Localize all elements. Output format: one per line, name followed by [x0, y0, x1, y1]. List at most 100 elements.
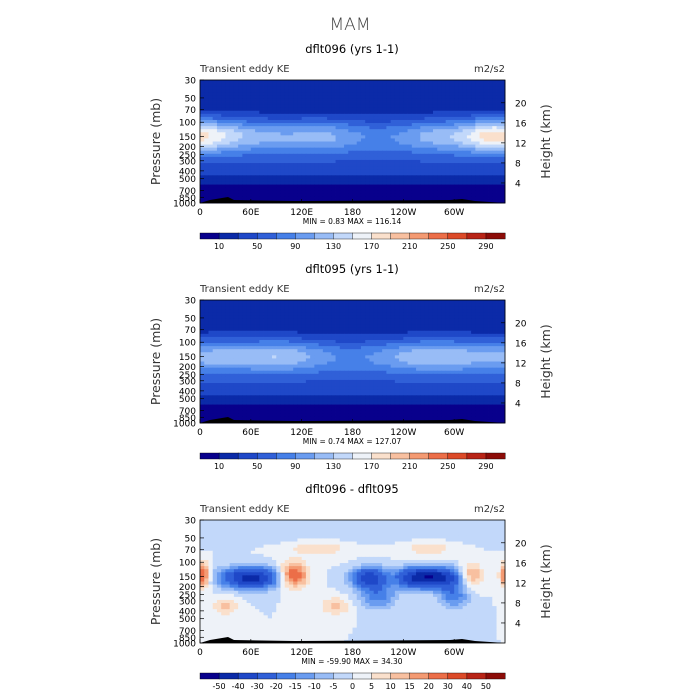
heatmap-cell — [288, 339, 294, 344]
heatmap-cell — [255, 169, 260, 173]
heatmap-cell — [382, 83, 387, 87]
heatmap-cell — [365, 159, 370, 164]
heatmap-cell — [437, 110, 442, 115]
heatmap-cell — [272, 306, 277, 310]
heatmap-cell — [386, 312, 392, 316]
heatmap-cell — [492, 104, 497, 109]
heatmap-cell — [225, 129, 231, 133]
heatmap-cell — [360, 349, 366, 353]
heatmap-cell — [471, 135, 476, 139]
heatmap-cell — [327, 324, 332, 329]
heatmap-cell — [352, 370, 358, 375]
heatmap-cell — [233, 104, 239, 109]
heatmap-cell — [233, 349, 239, 353]
heatmap-cell — [407, 346, 413, 350]
heatmap-cell — [221, 150, 226, 155]
heatmap-cell — [407, 95, 413, 99]
heatmap-cell — [301, 119, 307, 124]
heatmap-cell — [373, 95, 379, 99]
heatmap-cell — [238, 383, 243, 387]
heatmap-cell — [221, 141, 226, 145]
heatmap-cell — [500, 373, 506, 378]
heatmap-cell — [310, 373, 315, 378]
heatmap-cell — [369, 141, 375, 145]
heatmap-cell — [462, 361, 468, 365]
heatmap-cell — [411, 126, 417, 130]
heatmap-cell — [280, 352, 286, 356]
heatmap-cell — [272, 383, 277, 387]
heatmap-cell — [420, 312, 425, 316]
heatmap-cell — [407, 303, 413, 307]
heatmap-cell — [492, 83, 497, 87]
heatmap-cell — [200, 104, 205, 109]
heatmap-cell — [238, 318, 243, 322]
heatmap-cell — [445, 95, 451, 99]
heatmap-cell — [229, 355, 235, 359]
heatmap-cell — [255, 383, 260, 387]
y-tick-label: 700 — [179, 187, 196, 197]
heatmap-cell — [386, 110, 392, 115]
heatmap-cell — [407, 339, 413, 344]
heatmap-cell — [386, 141, 392, 145]
heatmap-cell — [212, 379, 218, 384]
heatmap-cell — [255, 379, 260, 384]
heatmap-cell — [331, 367, 336, 372]
heatmap-cell — [373, 135, 379, 139]
heatmap-cell — [488, 92, 493, 96]
heatmap-cell — [288, 150, 294, 155]
heatmap-cell — [424, 343, 430, 347]
heatmap-cell — [225, 373, 231, 378]
heatmap-cell — [500, 193, 506, 198]
heatmap-cell — [221, 110, 226, 115]
heatmap-cell — [382, 364, 387, 369]
heatmap-cell — [344, 315, 349, 319]
heatmap-cell — [250, 156, 256, 161]
heatmap-cell — [496, 324, 502, 329]
heatmap-cell — [225, 303, 231, 307]
heatmap-cell — [301, 379, 307, 384]
heatmap-cell — [276, 129, 281, 133]
heatmap-cell — [288, 156, 294, 161]
heatmap-cell — [233, 315, 239, 319]
heatmap-cell — [221, 364, 226, 369]
heatmap-cell — [356, 175, 362, 179]
heatmap-cell — [377, 376, 383, 381]
heatmap-cell — [208, 327, 214, 332]
heatmap-cell — [344, 303, 349, 307]
heatmap-cell — [416, 367, 421, 372]
heatmap-cell — [314, 193, 320, 198]
heatmap-cell — [432, 324, 438, 329]
heatmap-cell — [365, 156, 370, 161]
heatmap-cell — [212, 190, 218, 195]
heatmap-cell — [314, 110, 320, 115]
heatmap-cell — [276, 196, 281, 201]
heatmap-cell — [288, 144, 294, 149]
heatmap-cell — [297, 89, 303, 93]
heatmap-cell — [297, 172, 303, 176]
heatmap-cell — [471, 318, 476, 322]
heatmap-cell — [259, 116, 264, 121]
heatmap-cell — [280, 321, 286, 325]
heatmap-cell — [471, 172, 476, 176]
heatmap-cell — [225, 343, 231, 347]
colorbar-swatch — [237, 232, 258, 240]
heatmap-cell — [424, 89, 430, 93]
heatmap-cell — [267, 107, 273, 112]
heatmap-cell — [318, 196, 324, 201]
heatmap-cell — [293, 327, 298, 332]
heatmap-cell — [255, 132, 260, 136]
heatmap-cell — [483, 339, 489, 344]
heatmap-cell — [356, 98, 362, 102]
heatmap-cell — [229, 110, 235, 115]
heatmap-cell — [445, 150, 451, 155]
heatmap-cell — [246, 196, 252, 201]
heatmap-cell — [382, 343, 387, 347]
heatmap-cell — [390, 187, 396, 192]
heatmap-cell — [301, 309, 307, 313]
heatmap-cell — [322, 153, 328, 158]
heatmap-cell — [267, 104, 273, 109]
heatmap-cell — [462, 327, 468, 332]
heatmap-cell — [280, 309, 286, 313]
heatmap-cell — [327, 113, 332, 118]
heatmap-cell — [373, 187, 379, 192]
